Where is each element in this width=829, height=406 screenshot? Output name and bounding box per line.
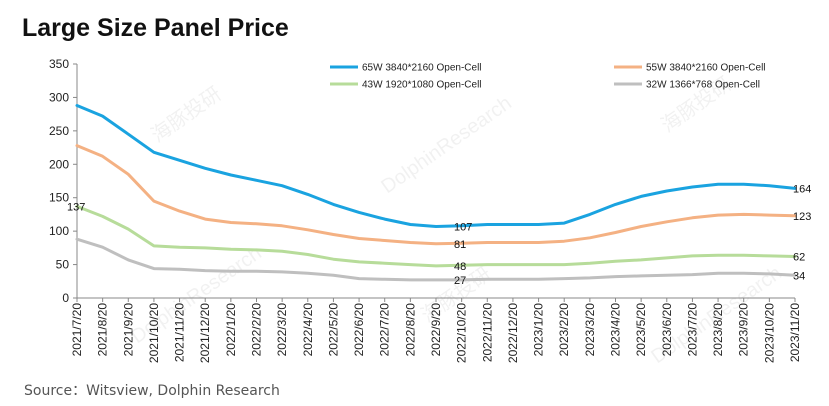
y-tick-label: 150 — [49, 191, 69, 205]
x-tick-label: 2022/4/20 — [301, 303, 315, 357]
data-labels-group: 164 107 123 81 62 48 137 34 27 — [67, 183, 811, 287]
source-note: Source：Witsview, Dolphin Research — [24, 383, 280, 399]
x-tick-label: 2023/5/20 — [634, 303, 648, 357]
y-tick-label: 250 — [49, 124, 69, 138]
x-tick-label: 2022/12/20 — [506, 303, 520, 363]
x-tick-label: 2021/8/20 — [96, 303, 110, 357]
x-tick-label: 2022/3/20 — [275, 303, 289, 357]
x-tick-label: 2022/2/20 — [250, 303, 264, 357]
annotation-value-label: 81 — [454, 239, 466, 251]
y-tick-label: 300 — [49, 90, 69, 104]
series-line — [75, 104, 797, 228]
y-tick-label: 0 — [62, 291, 69, 305]
annotation-value-label: 107 — [454, 221, 472, 233]
x-tick-label: 2022/6/20 — [352, 303, 366, 357]
end-value-label: 62 — [793, 252, 805, 264]
end-value-label: 164 — [793, 183, 811, 195]
legend-label: 32W 1366*768 Open-Cell — [646, 80, 760, 91]
x-tick-label: 2022/8/20 — [403, 303, 417, 357]
x-tick-label: 2023/9/20 — [737, 303, 751, 357]
x-tick-label: 2021/12/20 — [198, 303, 212, 363]
watermark-text: 海豚投研 — [147, 82, 226, 147]
x-tick-label: 2021/7/20 — [70, 303, 84, 357]
x-tick-label: 2022/7/20 — [378, 303, 392, 357]
x-tick-label: 2022/5/20 — [326, 303, 340, 357]
start-value-label: 137 — [67, 201, 85, 213]
y-tick-label: 350 — [49, 57, 69, 71]
x-tick-label: 2022/1/20 — [224, 303, 238, 357]
axes-group: 0 50 100 150 200 250 300 350 2021/7/20 2021/8/20 2… — [49, 57, 802, 363]
end-value-label: 123 — [793, 211, 811, 223]
x-tick-label: 2023/7/20 — [685, 303, 699, 357]
end-value-label: 34 — [793, 270, 805, 282]
y-tick-label: 50 — [56, 258, 70, 272]
series-group — [75, 104, 797, 282]
watermark-text: DolphinResearch — [377, 92, 515, 198]
legend: 65W 3840*2160 Open-Cell 55W 3840*2160 Ope… — [330, 63, 766, 91]
legend-label: 65W 3840*2160 Open-Cell — [362, 63, 482, 74]
chart-title: Large Size Panel Price — [22, 14, 289, 42]
x-tick-label: 2022/10/20 — [455, 303, 469, 363]
x-tick-label: 2023/1/20 — [532, 303, 546, 357]
y-tick-label: 100 — [49, 224, 69, 238]
x-tick-label: 2023/2/20 — [557, 303, 571, 357]
x-tick-label: 2022/11/20 — [480, 303, 494, 362]
series-line — [75, 237, 797, 282]
legend-label: 43W 1920*1080 Open-Cell — [362, 80, 482, 91]
series-line — [75, 204, 797, 268]
x-tick-label: 2023/4/20 — [609, 303, 623, 357]
x-tick-label: 2023/8/20 — [711, 303, 725, 357]
annotation-value-label: 48 — [454, 261, 466, 273]
x-tick-label: 2022/9/20 — [429, 303, 443, 357]
x-tick-label: 2021/11/20 — [173, 303, 187, 362]
x-tick-label: 2023/3/20 — [583, 303, 597, 357]
x-tick-label: 2023/6/20 — [660, 303, 674, 357]
x-tick-label: 2021/9/20 — [121, 303, 135, 357]
legend-label: 55W 3840*2160 Open-Cell — [646, 63, 766, 74]
y-tick-label: 200 — [49, 157, 69, 171]
x-tick-label: 2023/10/20 — [762, 303, 776, 363]
x-tick-label: 2023/11/20 — [788, 303, 802, 362]
series-line — [75, 144, 797, 246]
annotation-value-label: 27 — [454, 275, 466, 287]
x-tick-label: 2021/10/20 — [147, 303, 161, 363]
